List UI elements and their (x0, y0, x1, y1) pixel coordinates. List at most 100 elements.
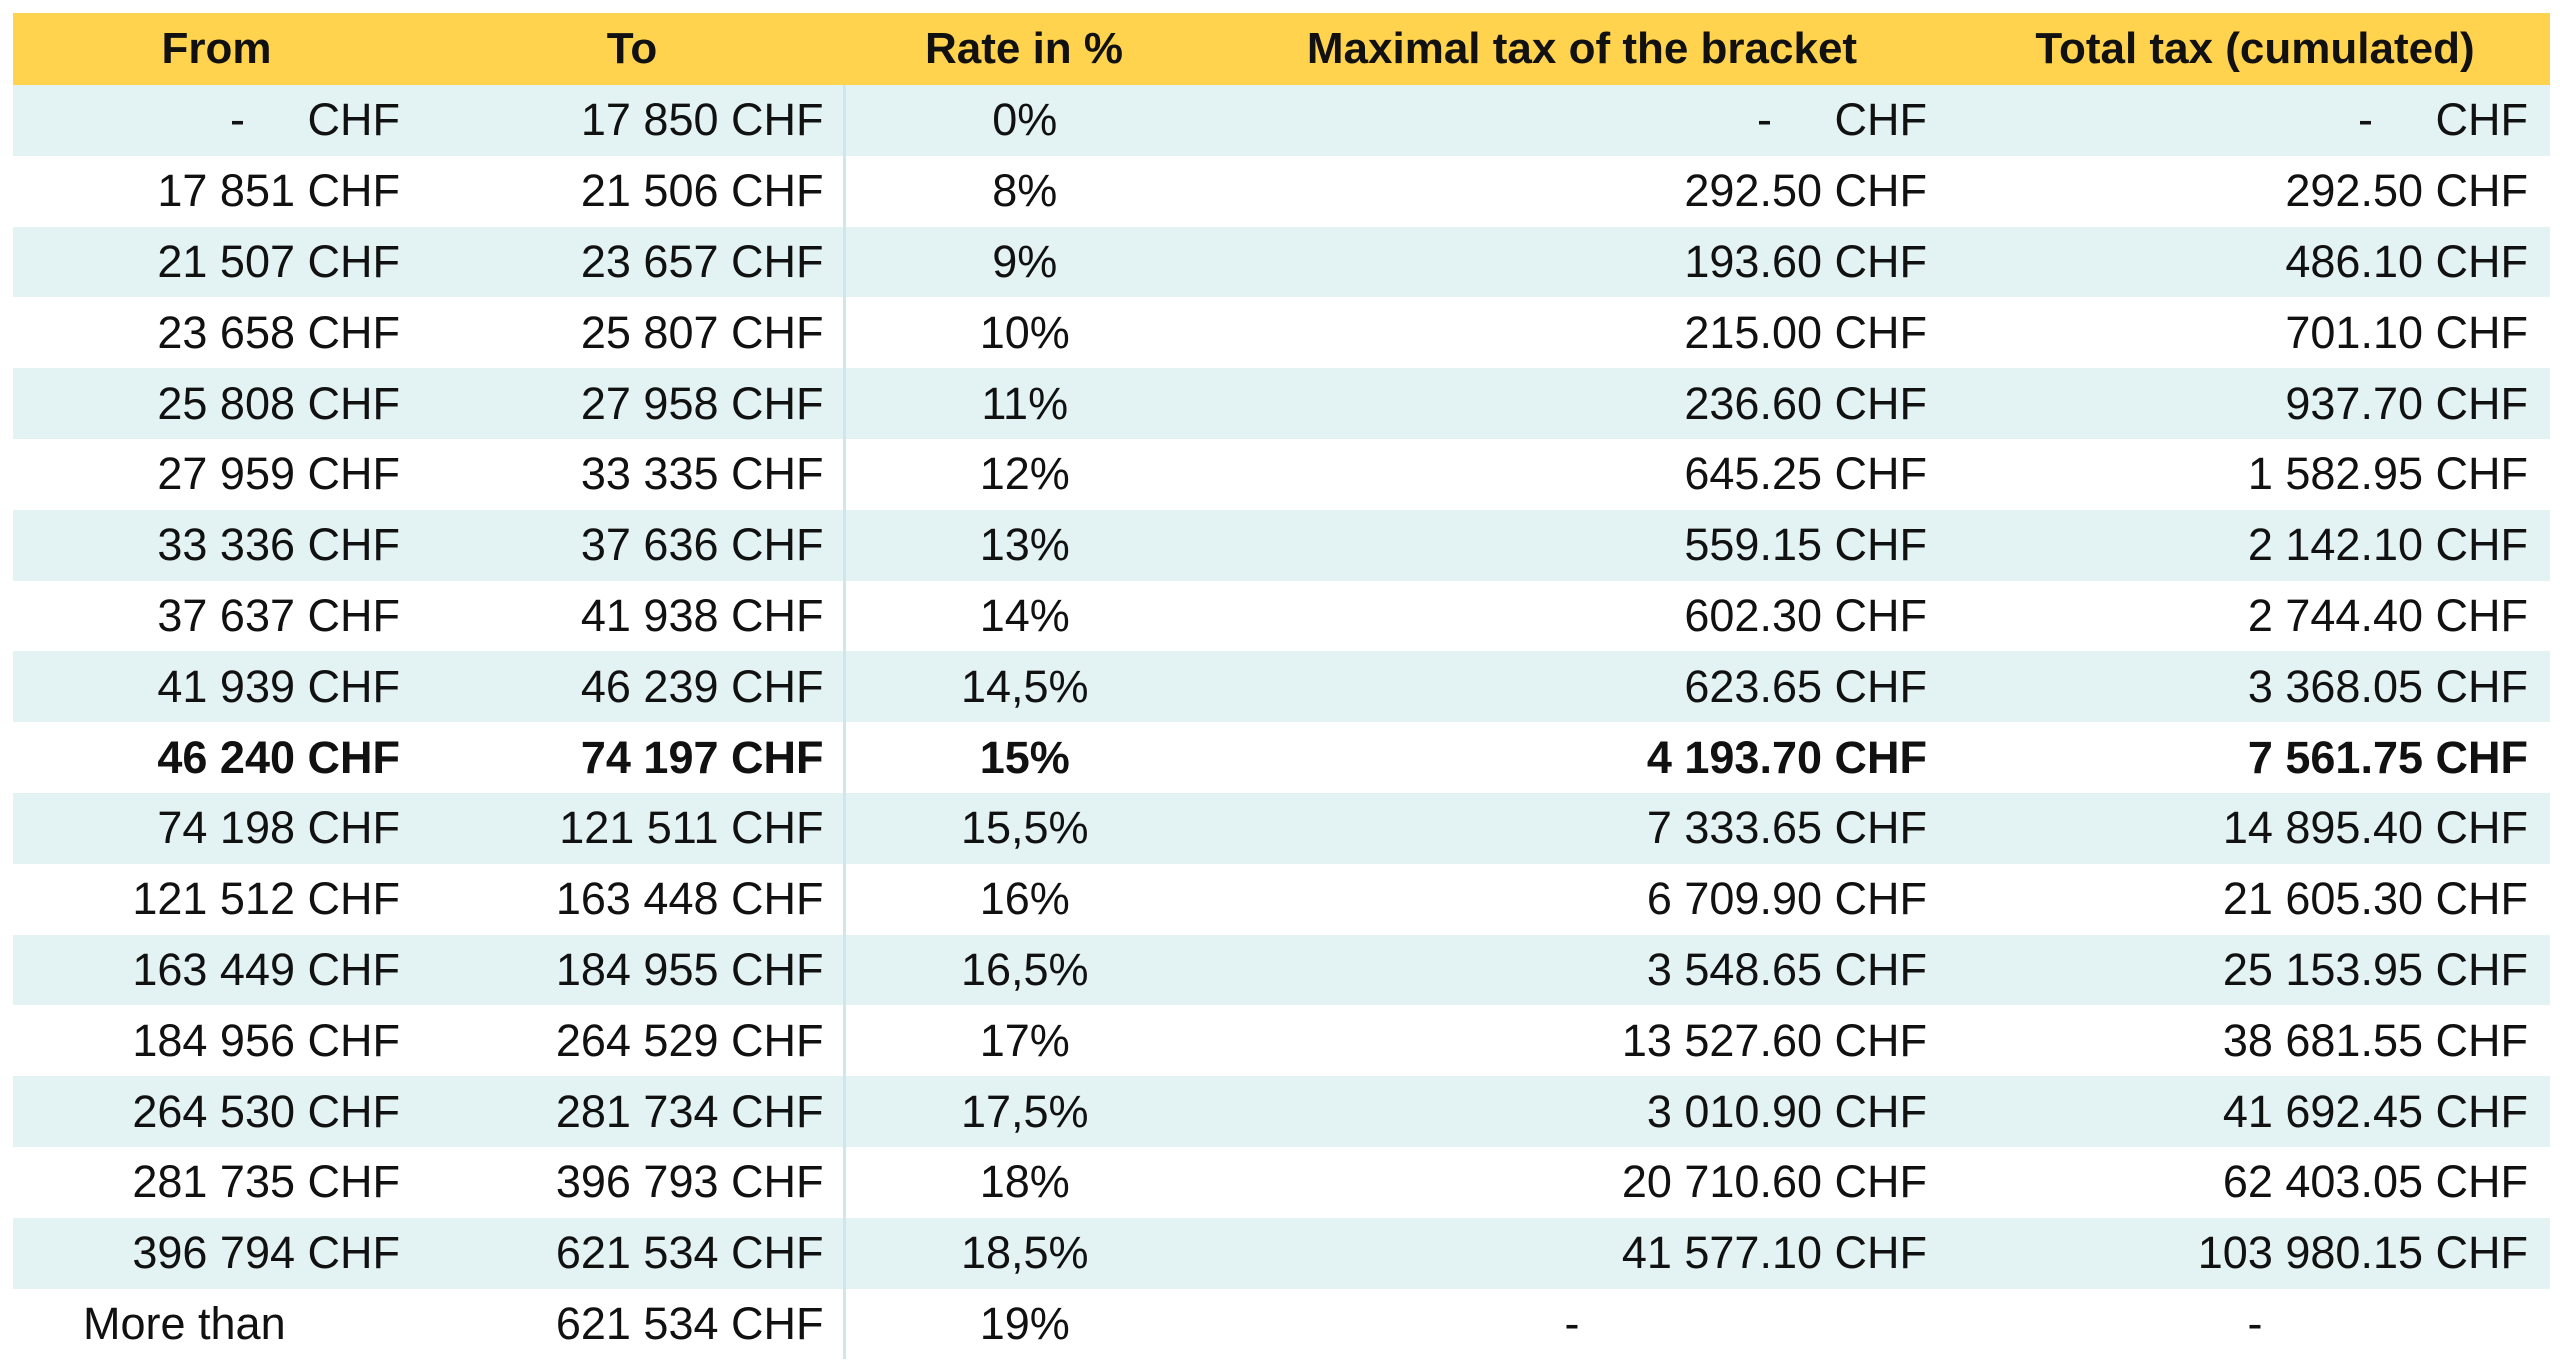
table-cell: 46 239 CHF (420, 651, 846, 723)
table-cell: 15,5% (844, 792, 1204, 864)
table-cell: 20 710.60 CHF (1621, 1156, 1927, 1208)
header-row: From To Rate in % Maximal tax of the bracke… (13, 13, 2550, 85)
table-row: 27 959 CHF 33 335 CHF 12% 645.25 CHF 1 582.9… (13, 438, 2550, 510)
table-row: 121 512 CHF 163 448 CHF 16% 6 709.90 CHF 21 … (13, 863, 2550, 935)
table-row: 184 956 CHF 264 529 CHF 17% 13 527.60 CHF 38… (13, 1005, 2550, 1077)
table-cell: - CHF (13, 85, 420, 156)
table-cell: 23 658 CHF (157, 306, 400, 358)
column-header: Total tax (cumulated) (1960, 13, 2550, 85)
table-cell: 33 335 CHF (420, 438, 846, 510)
table-cell: - CHF (1204, 85, 1960, 156)
table-cell: 16% (979, 873, 1070, 925)
table-cell: 163 448 CHF (420, 863, 846, 935)
table-cell: 3 010.90 CHF (1204, 1076, 1960, 1147)
table-row: 37 637 CHF 41 938 CHF 14% 602.30 CHF 2 744.4… (13, 580, 2550, 652)
table-cell: 396 794 CHF (13, 1217, 420, 1289)
table-cell: 41 577.10 CHF (1204, 1217, 1960, 1289)
table-cell: 3 548.65 CHF (1204, 934, 1960, 1006)
table-cell: 27 958 CHF (420, 368, 846, 439)
table-cell: 7 561.75 CHF (2247, 731, 2528, 783)
column-header: To (420, 13, 844, 85)
table-cell: 25 807 CHF (420, 297, 846, 369)
table-cell: 193.60 CHF (1204, 226, 1960, 298)
table-cell: 41 692.45 CHF (1960, 1076, 2550, 1147)
table-cell: 292.50 CHF (1684, 165, 1927, 217)
table-cell: 292.50 CHF (2285, 165, 2528, 217)
table-cell: 27 959 CHF (157, 448, 400, 500)
table-cell: 21 506 CHF (420, 155, 846, 227)
table-cell: 18% (979, 1156, 1070, 1208)
table-row: 46 240 CHF 74 197 CHF 15% 4 193.70 CHF 7 561… (13, 722, 2550, 793)
table-cell: 4 193.70 CHF (1646, 731, 1927, 783)
table-cell: 18,5% (844, 1217, 1204, 1289)
table-row: 396 794 CHF 621 534 CHF 18,5% 41 577.10 CHF… (13, 1217, 2550, 1289)
table-cell: 486.10 CHF (1960, 226, 2550, 298)
table-cell: 163 449 CHF (13, 934, 420, 1006)
table-row: 23 658 CHF 25 807 CHF 10% 215.00 CHF 701.10 … (13, 297, 2550, 369)
table-cell: 16,5% (844, 934, 1204, 1006)
table-cell: 184 955 CHF (420, 934, 846, 1006)
table-cell: 1 582.95 CHF (2247, 448, 2528, 500)
table-cell: 701.10 CHF (2285, 306, 2528, 358)
table-cell: 602.30 CHF (1684, 589, 1927, 641)
table-cell: 281 734 CHF (420, 1076, 846, 1147)
table-header: From To Rate in % Maximal tax of the bracke… (13, 13, 2550, 85)
table-cell: 9% (844, 226, 1204, 298)
table-cell: 17 851 CHF (157, 165, 400, 217)
table-cell: 41 938 CHF (420, 580, 846, 652)
table-cell: 645.25 CHF (1684, 448, 1927, 500)
table-cell: 23 657 CHF (420, 226, 846, 298)
table-cell: 215.00 CHF (1684, 306, 1927, 358)
table-cell: 559.15 CHF (1204, 509, 1960, 581)
table-row: More than 621 534 CHF 19% - - (13, 1288, 2550, 1360)
table-cell: - (1564, 1297, 1580, 1349)
table-cell: 121 512 CHF (132, 873, 400, 925)
table-cell: 25 808 CHF (13, 368, 420, 439)
table-cell: 7 333.65 CHF (1204, 792, 1960, 864)
tax-table: From To Rate in % Maximal tax of the bracke… (13, 13, 2552, 1360)
table-cell: 17,5% (844, 1076, 1204, 1147)
table-row: 21 507 CHF 23 657 CHF 9% 193.60 CHF 486.10 C… (13, 226, 2550, 298)
table-cell: 236.60 CHF (1204, 368, 1960, 439)
table-row: 281 735 CHF 396 793 CHF 18% 20 710.60 CHF 62… (13, 1146, 2550, 1218)
table-row: 41 939 CHF 46 239 CHF 14,5% 623.65 CHF 3 368… (13, 651, 2550, 723)
table-cell: - CHF (1960, 85, 2550, 156)
table-cell: 0% (844, 85, 1204, 156)
table-cell: 74 198 CHF (13, 792, 420, 864)
table-row: 163 449 CHF 184 955 CHF 16,5% 3 548.65 CHF 2… (13, 934, 2550, 1006)
table-row: 74 198 CHF 121 511 CHF 15,5% 7 333.65 CHF 14… (13, 792, 2550, 864)
table-cell: 3 368.05 CHF (1960, 651, 2550, 723)
table-cell: 264 530 CHF (13, 1076, 420, 1147)
table-cell: More than (83, 1297, 286, 1349)
table-cell: 184 956 CHF (132, 1014, 400, 1066)
table-cell: 14,5% (844, 651, 1204, 723)
table-cell: 13 527.60 CHF (1621, 1014, 1927, 1066)
table-cell: 25 153.95 CHF (1960, 934, 2550, 1006)
table-cell: 103 980.15 CHF (1960, 1217, 2550, 1289)
table-cell: 19% (979, 1297, 1070, 1349)
table-cell: 21 507 CHF (13, 226, 420, 298)
table-row: 17 851 CHF 21 506 CHF 8% 292.50 CHF 292.50 C… (13, 155, 2550, 227)
table-cell: 37 637 CHF (157, 589, 400, 641)
table-cell: 281 735 CHF (132, 1156, 400, 1208)
table-row: - CHF 17 850 CHF 0% - CHF - CHF (13, 85, 2550, 156)
table-cell: 46 240 CHF (157, 731, 400, 783)
table-cell: 33 336 CHF (13, 509, 420, 581)
table-cell: 396 793 CHF (420, 1146, 846, 1218)
table-cell: - (2247, 1297, 2263, 1349)
table-cell: 623.65 CHF (1204, 651, 1960, 723)
table-cell: 11% (844, 368, 1204, 439)
table-row: 25 808 CHF 27 958 CHF 11% 236.60 CHF 937.70 … (13, 368, 2550, 439)
table-body: - CHF 17 850 CHF 0% - CHF - CHF 17 851 CHF 21 … (13, 85, 2550, 1360)
table-cell: 621 534 CHF (420, 1217, 846, 1289)
table-row: 33 336 CHF 37 636 CHF 13% 559.15 CHF 2 142.1… (13, 509, 2550, 581)
table-cell: 38 681.55 CHF (2222, 1014, 2528, 1066)
table-cell: 12% (979, 448, 1070, 500)
table-cell: 10% (979, 306, 1070, 358)
table-cell: 17% (979, 1014, 1070, 1066)
table-cell: 13% (844, 509, 1204, 581)
table-cell: 74 197 CHF (420, 722, 846, 793)
table-cell: 264 529 CHF (420, 1005, 846, 1077)
table-cell: 2 142.10 CHF (1960, 509, 2550, 581)
